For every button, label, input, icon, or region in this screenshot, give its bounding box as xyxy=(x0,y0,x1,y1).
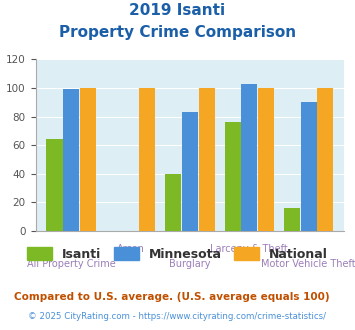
Text: Property Crime Comparison: Property Crime Comparison xyxy=(59,25,296,40)
Text: All Property Crime: All Property Crime xyxy=(27,259,115,269)
Text: Larceny & Theft: Larceny & Theft xyxy=(211,244,288,254)
Text: Arson: Arson xyxy=(116,244,144,254)
Text: © 2025 CityRating.com - https://www.cityrating.com/crime-statistics/: © 2025 CityRating.com - https://www.city… xyxy=(28,312,327,321)
Bar xyxy=(165,174,181,231)
Bar xyxy=(301,102,317,231)
Text: Burglary: Burglary xyxy=(169,259,211,269)
Bar xyxy=(198,88,214,231)
Bar xyxy=(182,112,198,231)
Text: Compared to U.S. average. (U.S. average equals 100): Compared to U.S. average. (U.S. average … xyxy=(14,292,330,302)
Bar xyxy=(225,122,241,231)
Bar xyxy=(317,88,333,231)
Bar xyxy=(63,89,79,231)
Text: 2019 Isanti: 2019 Isanti xyxy=(130,3,225,18)
Bar xyxy=(47,140,62,231)
Bar xyxy=(241,84,257,231)
Bar xyxy=(139,88,155,231)
Bar xyxy=(80,88,96,231)
Text: Motor Vehicle Theft: Motor Vehicle Theft xyxy=(261,259,355,269)
Legend: Isanti, Minnesota, National: Isanti, Minnesota, National xyxy=(22,242,333,266)
Bar xyxy=(258,88,274,231)
Bar xyxy=(284,208,300,231)
